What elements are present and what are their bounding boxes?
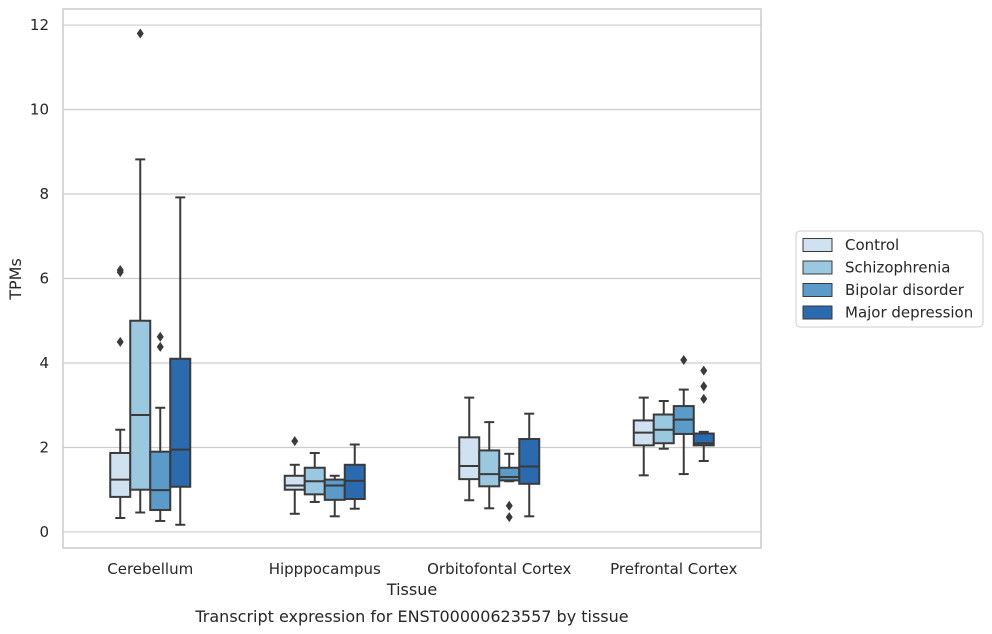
box-bipolar-disorder <box>149 331 172 522</box>
outlier-point <box>700 381 708 392</box>
x-axis-label: Tissue <box>386 580 437 599</box>
legend-item: Schizophrenia <box>802 259 950 277</box>
outlier-point <box>291 436 299 447</box>
box-iqr <box>169 357 192 488</box>
legend: Control Schizophrenia Bipolar disorder Majo… <box>795 230 984 328</box>
legend-swatch <box>802 260 833 275</box>
y-tick-label: 4 <box>39 354 49 372</box>
box-iqr <box>692 432 715 447</box>
box-control <box>632 396 655 477</box>
y-tick-label: 12 <box>30 16 49 34</box>
outlier-point <box>156 341 164 352</box>
box-bipolar-disorder <box>672 355 695 476</box>
legend-label: Bipolar disorder <box>845 281 965 299</box>
boxes <box>109 28 715 526</box>
outlier-point <box>116 265 124 276</box>
x-tick-label: Hipppocampus <box>269 560 381 578</box>
legend-label: Control <box>845 236 899 254</box>
box-major-depression <box>692 365 715 462</box>
legend-frame <box>795 230 984 328</box>
box-control <box>109 265 132 520</box>
y-axis-ticks: 0 2 4 6 8 10 12 <box>30 16 49 541</box>
outlier-point <box>116 336 124 347</box>
chart-caption: Transcript expression for ENST0000062355… <box>194 607 628 626</box>
box-iqr <box>149 450 172 511</box>
legend-label: Major depression <box>845 304 973 322</box>
box-iqr <box>458 436 481 481</box>
y-tick-label: 2 <box>39 438 49 456</box>
box-major-depression <box>518 412 541 518</box>
legend-item: Major depression <box>802 304 973 322</box>
outlier-point <box>156 331 164 342</box>
x-tick-label: Cerebellum <box>107 560 193 578</box>
outlier-point <box>700 365 708 376</box>
outlier-point <box>700 393 708 404</box>
box-iqr <box>498 466 521 482</box>
y-tick-label: 0 <box>39 523 49 541</box>
legend-swatch <box>802 283 833 297</box>
outlier-point <box>680 355 688 366</box>
y-tick-label: 8 <box>39 185 49 203</box>
legend-swatch <box>802 238 833 252</box>
x-tick-label: Orbitofontal Cortex <box>427 560 571 578</box>
box-schizophrenia <box>129 28 152 514</box>
box-schizophrenia <box>652 400 675 450</box>
plot-area-frame <box>62 8 762 549</box>
box-iqr <box>283 474 306 491</box>
box-bipolar-disorder <box>498 452 521 523</box>
outlier-point <box>505 512 513 523</box>
x-axis-ticks: Cerebellum Hipppocampus Orbitofontal Corte… <box>107 560 737 578</box>
y-tick-label: 10 <box>30 101 49 119</box>
box-major-depression <box>169 196 192 526</box>
box-iqr <box>323 478 346 501</box>
box-iqr <box>109 451 132 498</box>
y-axis-label: TPMs <box>6 258 25 301</box>
box-iqr <box>129 319 152 491</box>
box-schizophrenia <box>303 451 326 503</box>
legend-label: Schizophrenia <box>845 259 950 277</box>
box-iqr <box>343 463 366 501</box>
outlier-point <box>136 28 144 39</box>
legend-item: Bipolar disorder <box>802 281 965 299</box>
box-major-depression <box>343 443 366 510</box>
box-iqr <box>478 449 501 488</box>
legend-swatch <box>802 305 833 320</box>
outlier-point <box>505 500 513 511</box>
x-tick-label: Prefrontal Cortex <box>610 560 737 578</box>
box-iqr <box>518 438 541 485</box>
legend-item: Control <box>802 236 899 254</box>
box-bipolar-disorder <box>323 474 346 518</box>
y-tick-label: 6 <box>39 270 49 288</box>
box-control <box>458 396 481 502</box>
box-schizophrenia <box>478 421 501 510</box>
